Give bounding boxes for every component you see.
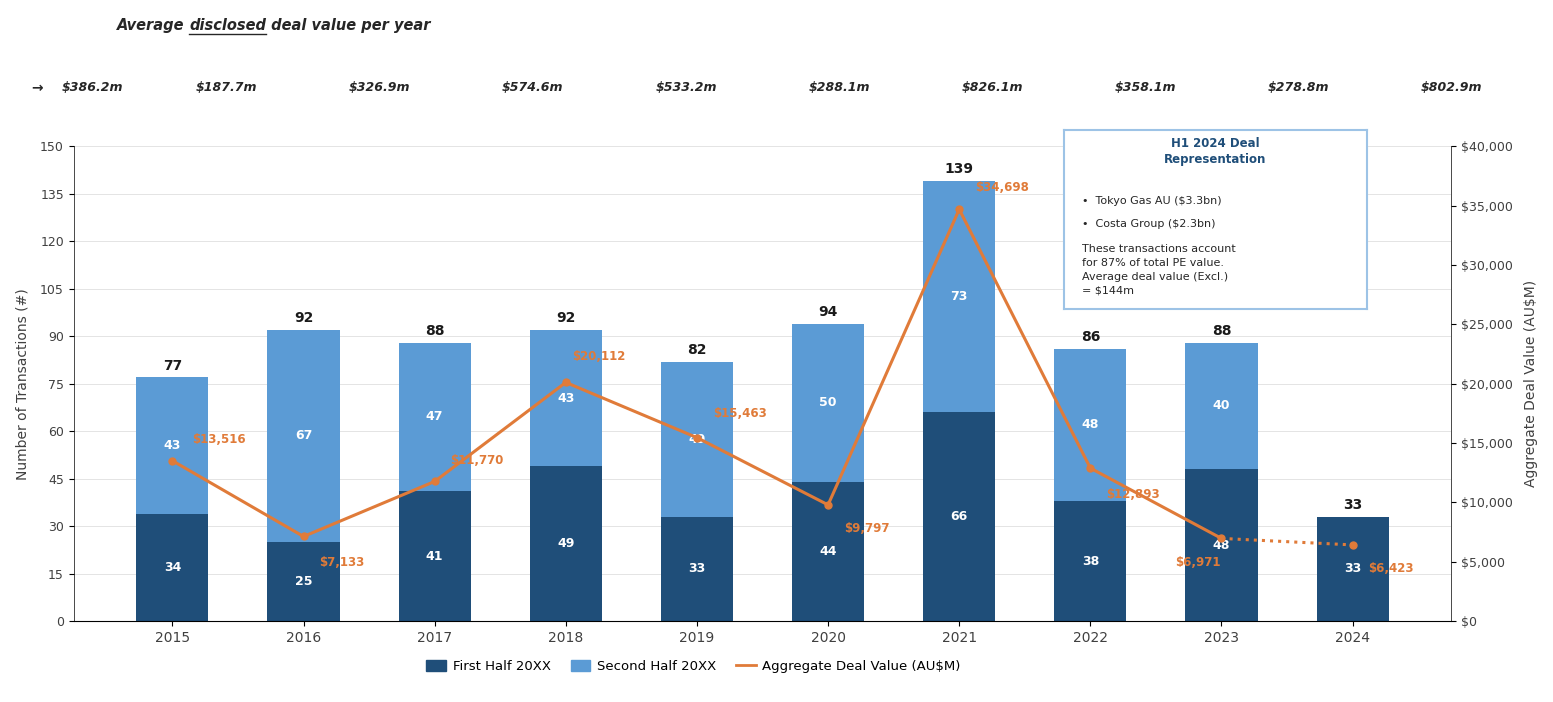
Bar <box>792 324 863 482</box>
Text: 73: 73 <box>950 290 968 303</box>
Text: $278.8m: $278.8m <box>1267 81 1329 94</box>
Text: 33: 33 <box>1343 562 1362 576</box>
Text: 50: 50 <box>820 396 837 409</box>
Y-axis label: Aggregate Deal Value (AU$M): Aggregate Deal Value (AU$M) <box>1523 280 1537 487</box>
Bar <box>1317 517 1388 621</box>
Text: 67: 67 <box>295 430 312 442</box>
Text: 94: 94 <box>818 305 837 319</box>
Text: $6,971: $6,971 <box>1176 556 1221 569</box>
Text: 44: 44 <box>820 545 837 558</box>
Bar <box>267 542 340 621</box>
Text: $7,133: $7,133 <box>320 556 365 569</box>
Bar <box>922 181 995 412</box>
Bar <box>399 343 471 491</box>
Bar <box>137 378 208 514</box>
Text: 48: 48 <box>1081 418 1100 432</box>
Text: 49: 49 <box>558 537 575 550</box>
Text: 47: 47 <box>426 411 444 423</box>
Text: $6,423: $6,423 <box>1368 562 1413 575</box>
Text: 43: 43 <box>558 392 575 404</box>
Text: $187.7m: $187.7m <box>196 81 258 94</box>
Text: 41: 41 <box>426 550 444 563</box>
Text: $326.9m: $326.9m <box>349 81 410 94</box>
Text: $533.2m: $533.2m <box>655 81 717 94</box>
Text: 43: 43 <box>163 439 182 452</box>
Text: 88: 88 <box>1211 324 1232 338</box>
Text: •  Tokyo Gas AU ($3.3bn): • Tokyo Gas AU ($3.3bn) <box>1082 196 1222 206</box>
Text: $13,516: $13,516 <box>193 433 245 446</box>
Bar <box>662 362 733 517</box>
Bar <box>530 466 603 621</box>
Text: $826.1m: $826.1m <box>961 81 1023 94</box>
Text: Average: Average <box>116 18 189 32</box>
Bar <box>792 482 863 621</box>
Bar <box>1054 501 1126 621</box>
Text: $34,698: $34,698 <box>975 181 1028 194</box>
Text: $358.1m: $358.1m <box>1115 81 1176 94</box>
Text: 92: 92 <box>294 311 314 325</box>
Text: 49: 49 <box>688 432 705 446</box>
Text: 40: 40 <box>1213 399 1230 412</box>
Text: 25: 25 <box>295 575 312 588</box>
Text: $11,770: $11,770 <box>450 453 503 467</box>
Text: 139: 139 <box>944 162 974 176</box>
Bar <box>1185 343 1258 469</box>
Text: 48: 48 <box>1213 538 1230 552</box>
Text: 38: 38 <box>1082 555 1100 567</box>
Text: $288.1m: $288.1m <box>808 81 870 94</box>
Bar <box>1054 349 1126 501</box>
Text: →: → <box>31 81 42 95</box>
Text: 92: 92 <box>556 311 576 325</box>
Legend: First Half 20XX, Second Half 20XX, Aggregate Deal Value (AU$M): First Half 20XX, Second Half 20XX, Aggre… <box>421 655 966 679</box>
Bar <box>662 517 733 621</box>
Text: 33: 33 <box>1343 498 1362 512</box>
Text: $20,112: $20,112 <box>573 350 626 363</box>
Text: deal value per year: deal value per year <box>266 18 430 32</box>
Text: •  Costa Group ($2.3bn): • Costa Group ($2.3bn) <box>1082 219 1216 230</box>
Bar <box>399 491 471 621</box>
Bar <box>267 330 340 542</box>
Text: disclosed: disclosed <box>189 18 266 32</box>
Text: These transactions account
for 87% of total PE value.
Average deal value (Excl.): These transactions account for 87% of to… <box>1082 244 1236 296</box>
Text: 77: 77 <box>163 359 182 373</box>
Text: $574.6m: $574.6m <box>502 81 564 94</box>
Text: $802.9m: $802.9m <box>1421 81 1482 94</box>
Text: 34: 34 <box>163 561 182 574</box>
Bar <box>530 330 603 466</box>
Bar <box>922 412 995 621</box>
Bar <box>1185 469 1258 621</box>
Text: 88: 88 <box>426 324 444 338</box>
Text: 66: 66 <box>950 510 968 523</box>
Text: 82: 82 <box>686 343 707 357</box>
Text: H1 2024 Deal
Representation: H1 2024 Deal Representation <box>1165 137 1266 166</box>
Text: $15,463: $15,463 <box>713 407 767 420</box>
Text: 33: 33 <box>688 562 705 576</box>
Bar <box>137 514 208 621</box>
Text: $9,797: $9,797 <box>843 522 890 535</box>
Text: 86: 86 <box>1081 330 1100 344</box>
Y-axis label: Number of Transactions (#): Number of Transactions (#) <box>16 288 30 479</box>
Text: $386.2m: $386.2m <box>61 81 123 94</box>
Text: $12,893: $12,893 <box>1106 488 1160 501</box>
